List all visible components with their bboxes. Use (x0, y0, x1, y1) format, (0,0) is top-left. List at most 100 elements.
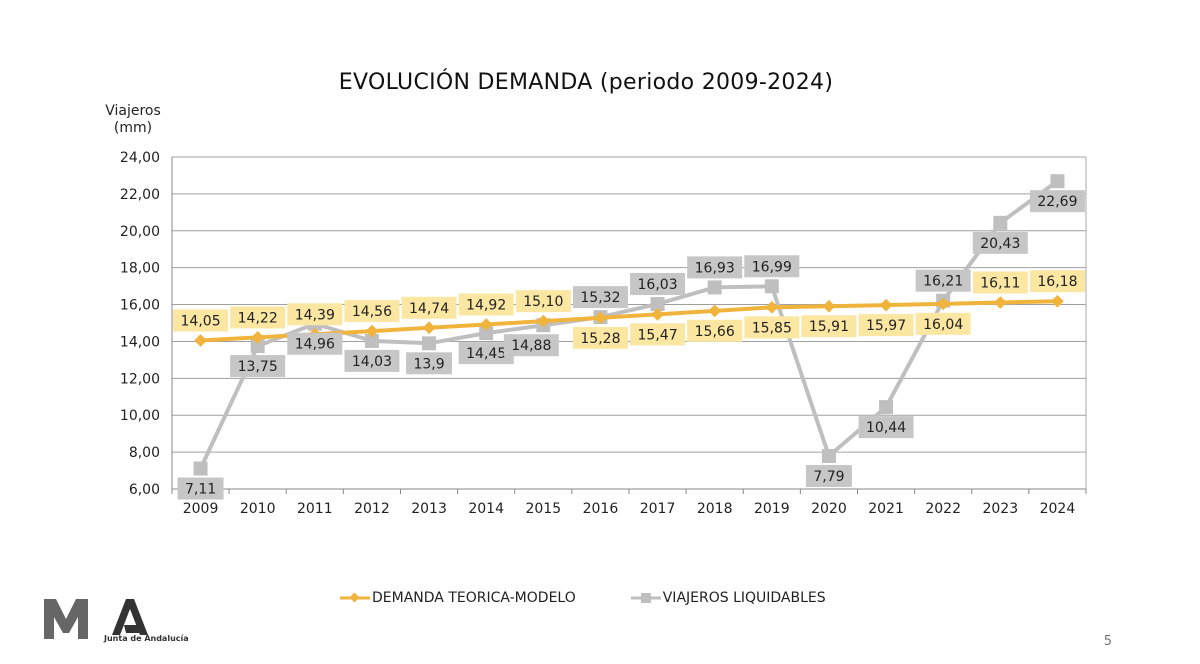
data-label-bg (173, 309, 229, 332)
data-label-bg (744, 316, 800, 339)
data-label: 14,45 (466, 346, 506, 362)
data-label: 15,32 (580, 290, 620, 306)
data-point-square (879, 400, 894, 415)
data-point-diamond (879, 298, 893, 312)
data-label: 7,11 (185, 482, 216, 498)
metro-logo-icon: Junta de Andalucía (44, 599, 189, 643)
y-axis-label: Viajeros (mm) (105, 103, 161, 136)
x-tick-label: 2021 (868, 501, 904, 517)
data-point-square (364, 333, 379, 348)
x-tick-label: 2023 (982, 501, 1018, 517)
y-tick-label: 12,00 (120, 371, 160, 387)
x-tick-label: 2016 (583, 501, 619, 517)
data-label: 14,03 (352, 354, 392, 370)
data-label: 16,11 (980, 276, 1020, 292)
y-tick-label: 24,00 (120, 150, 160, 166)
x-tick-label: 2015 (525, 501, 561, 517)
data-label-bg (230, 355, 286, 378)
data-point-square (993, 215, 1008, 230)
x-tick-label: 2020 (811, 501, 847, 517)
y-tick-label: 20,00 (120, 224, 160, 240)
data-point-square (250, 339, 265, 354)
data-label: 15,66 (695, 324, 735, 340)
footer-logos: Junta de Andalucía (40, 595, 190, 649)
data-label-bg (515, 290, 571, 313)
data-point-square (479, 326, 494, 341)
data-point-diamond (993, 296, 1007, 309)
data-label: 14,88 (511, 338, 551, 354)
page-number: 5 (1103, 634, 1112, 649)
data-point-diamond (251, 331, 265, 344)
data-label: 13,9 (413, 356, 444, 372)
data-point-square (707, 280, 722, 295)
data-label: 15,10 (523, 294, 563, 310)
data-point-square (422, 336, 437, 351)
data-label: 14,74 (409, 301, 449, 317)
data-label: 13,75 (238, 359, 278, 375)
data-label-bg (1029, 270, 1085, 293)
data-label-bg (805, 464, 852, 487)
chart-title: EVOLUCIÓN DEMANDA (periodo 2009-2024) (338, 70, 834, 95)
data-point-diamond (422, 321, 436, 335)
data-label-bg (230, 306, 286, 329)
data-label: 7,79 (813, 469, 844, 485)
data-point-diamond (822, 299, 836, 313)
data-label: 16,04 (923, 317, 963, 333)
x-tick-label: 2009 (183, 501, 219, 517)
data-label-bg (344, 349, 400, 372)
x-tick-label: 2022 (925, 501, 961, 517)
y-tick-label: 22,00 (120, 187, 160, 203)
x-tick-label: 2018 (697, 501, 733, 517)
legend: DEMANDA TEORICA-MODELO VIAJEROS LIQUIDAB… (340, 590, 826, 606)
data-label: 15,47 (638, 327, 678, 343)
data-point-square (650, 297, 665, 312)
data-label-bg (630, 323, 686, 346)
x-tick-label: 2010 (240, 501, 276, 517)
data-label-bg (858, 416, 914, 439)
x-tick-label: 2014 (468, 501, 504, 517)
data-point-square (193, 461, 208, 476)
data-point-diamond (479, 318, 493, 331)
data-label: 20,43 (980, 236, 1020, 252)
x-tick-label: 2024 (1040, 501, 1076, 517)
data-label-bg (687, 319, 743, 342)
data-label: 10,44 (866, 420, 906, 436)
data-point-square (764, 279, 779, 294)
data-label: 16,21 (923, 274, 963, 290)
y-tick-label: 10,00 (120, 408, 160, 424)
x-tick-label: 2019 (754, 501, 790, 517)
data-label-bg (972, 231, 1028, 254)
data-label-bg (630, 273, 686, 296)
junta-logo-text: Junta de Andalucía (103, 634, 189, 643)
legend-item-demanda: DEMANDA TEORICA-MODELO (340, 590, 576, 606)
data-point-diamond (1051, 294, 1064, 308)
data-point-diamond (708, 304, 722, 318)
legend-diamond-marker-icon (340, 592, 370, 603)
data-label: 16,03 (638, 277, 678, 293)
y-tick-label: 8,00 (129, 445, 160, 461)
data-label-bg (744, 255, 800, 278)
data-label: 14,92 (466, 297, 506, 313)
y-tick-label: 6,00 (129, 482, 160, 498)
line-chart: 6,00 8,00 10,00 12,00 14,00 16,00 18,00 20,00 22… (120, 150, 1087, 517)
legend-label: DEMANDA TEORICA-MODELO (372, 590, 576, 606)
data-label-bg (915, 269, 971, 292)
data-label-bg (1029, 190, 1085, 213)
data-label: 16,99 (752, 259, 792, 275)
data-label: 15,85 (752, 320, 792, 336)
data-point-square (821, 448, 836, 463)
legend-label: VIAJEROS LIQUIDABLES (662, 590, 826, 606)
legend-item-viajeros: VIAJEROS LIQUIDABLES (630, 590, 826, 606)
data-label: 15,97 (866, 318, 906, 334)
data-point-square (1050, 174, 1065, 189)
data-label-bg (287, 332, 343, 355)
data-label: 14,39 (295, 307, 335, 323)
data-point-diamond (194, 334, 207, 347)
x-tick-label: 2017 (640, 501, 676, 517)
y-tick-label: 14,00 (120, 334, 160, 350)
data-label-bg (572, 286, 628, 309)
legend-square-marker-icon (630, 593, 661, 603)
data-label-bg (858, 314, 914, 337)
data-label-bg (406, 352, 453, 375)
